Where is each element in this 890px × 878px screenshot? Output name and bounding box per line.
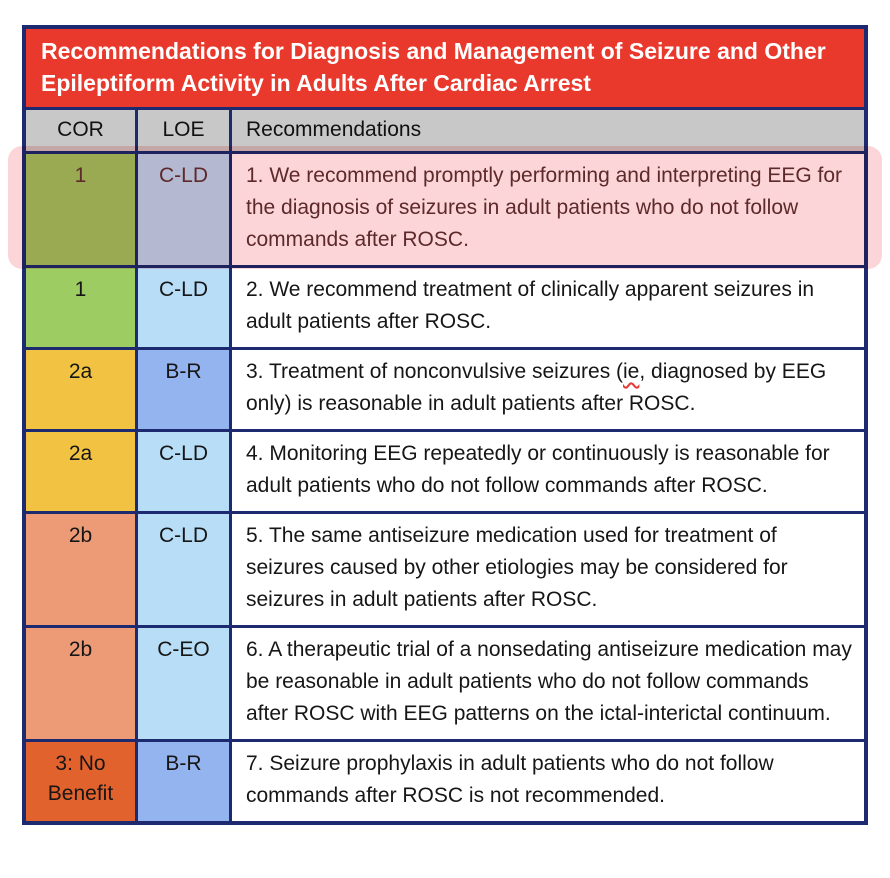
column-header-recommendations: Recommendations <box>246 118 422 141</box>
cor-cell: 3: No Benefit <box>26 742 135 821</box>
loe-cell: C-LD <box>135 432 232 511</box>
loe-cell: C-LD <box>135 514 232 625</box>
recommendation-text: 7. Seizure prophylaxis in adult patients… <box>232 742 864 821</box>
loe-cell: C-LD <box>135 154 232 265</box>
cor-cell: 2a <box>26 350 135 429</box>
loe-cell: C-EO <box>135 628 232 739</box>
loe-cell: B-R <box>135 742 232 821</box>
table-title: Recommendations for Diagnosis and Manage… <box>41 38 826 96</box>
table-row: 2b C-EO 6. A therapeutic trial of a nons… <box>26 625 864 739</box>
table-body: 1 C-LD 1. We recommend promptly performi… <box>8 146 882 821</box>
recommendation-text: 2. We recommend treatment of clinically … <box>232 268 864 347</box>
loe-cell: C-LD <box>135 268 232 347</box>
recommendation-text: 4. Monitoring EEG repeatedly or continuo… <box>232 432 864 511</box>
table-row: 2b C-LD 5. The same antiseizure medicati… <box>26 511 864 625</box>
spellcheck-squiggle: ie <box>623 360 640 383</box>
recommendation-text: 1. We recommend promptly performing and … <box>246 164 843 251</box>
table-title-bar: Recommendations for Diagnosis and Manage… <box>26 29 864 107</box>
cor-cell: 1 <box>26 268 135 347</box>
column-header-loe: LOE <box>135 110 232 151</box>
column-header-cor: COR <box>57 118 104 141</box>
table-header-row: COR LOE Recommendations <box>26 107 864 151</box>
recommendations-table: Recommendations for Diagnosis and Manage… <box>8 25 882 825</box>
cor-cell: 2a <box>26 432 135 511</box>
recommendation-text: 5. The same antiseizure medication used … <box>232 514 864 625</box>
table-row: 2a B-R 3. Treatment of nonconvulsive sei… <box>26 347 864 429</box>
table-row: 3: No Benefit B-R 7. Seizure prophylaxis… <box>26 739 864 821</box>
table-row: 1 C-LD 1. We recommend promptly performi… <box>8 146 882 269</box>
cor-cell: 1 <box>26 154 135 265</box>
recommendation-text: 3. Treatment of nonconvulsive seizures (… <box>232 350 864 429</box>
cor-cell: 2b <box>26 514 135 625</box>
table-row: 1 C-LD 2. We recommend treatment of clin… <box>26 265 864 347</box>
table-row: 2a C-LD 4. Monitoring EEG repeatedly or … <box>26 429 864 511</box>
loe-cell: B-R <box>135 350 232 429</box>
recommendation-text: 6. A therapeutic trial of a nonsedating … <box>232 628 864 739</box>
cor-cell: 2b <box>26 628 135 739</box>
